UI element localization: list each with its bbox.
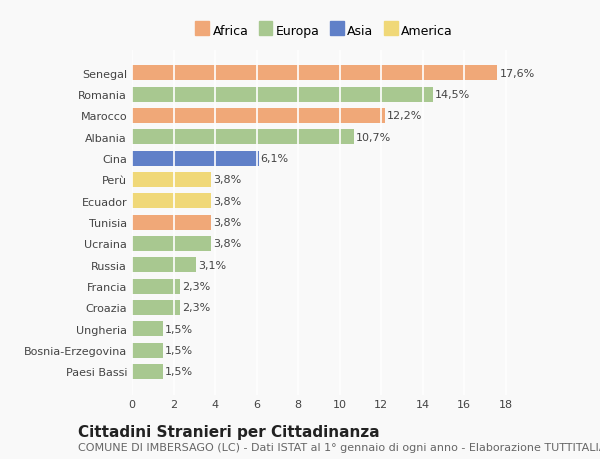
Bar xyxy=(132,322,163,336)
Bar xyxy=(132,364,163,379)
Text: 3,1%: 3,1% xyxy=(199,260,227,270)
Text: COMUNE DI IMBERSAGO (LC) - Dati ISTAT al 1° gennaio di ogni anno - Elaborazione : COMUNE DI IMBERSAGO (LC) - Dati ISTAT al… xyxy=(78,442,600,452)
Text: 1,5%: 1,5% xyxy=(165,324,193,334)
Text: 1,5%: 1,5% xyxy=(165,345,193,355)
Bar xyxy=(132,173,211,187)
Bar xyxy=(132,258,196,273)
Text: 14,5%: 14,5% xyxy=(435,90,470,100)
Text: 17,6%: 17,6% xyxy=(499,68,535,78)
Text: 3,8%: 3,8% xyxy=(213,239,241,249)
Text: 2,3%: 2,3% xyxy=(182,281,210,291)
Text: 1,5%: 1,5% xyxy=(165,367,193,377)
Bar xyxy=(132,151,259,166)
Bar xyxy=(132,279,180,294)
Bar xyxy=(132,215,211,230)
Bar xyxy=(132,66,497,81)
Bar xyxy=(132,236,211,252)
Bar xyxy=(132,109,385,123)
Bar xyxy=(132,130,354,145)
Text: 10,7%: 10,7% xyxy=(356,133,391,142)
Bar xyxy=(132,343,163,358)
Bar xyxy=(132,87,433,102)
Text: 12,2%: 12,2% xyxy=(388,111,422,121)
Text: Cittadini Stranieri per Cittadinanza: Cittadini Stranieri per Cittadinanza xyxy=(78,425,380,440)
Bar xyxy=(132,300,180,315)
Legend: Africa, Europa, Asia, America: Africa, Europa, Asia, America xyxy=(193,22,455,40)
Text: 3,8%: 3,8% xyxy=(213,218,241,228)
Bar xyxy=(132,194,211,209)
Text: 3,8%: 3,8% xyxy=(213,175,241,185)
Text: 2,3%: 2,3% xyxy=(182,303,210,313)
Text: 3,8%: 3,8% xyxy=(213,196,241,206)
Text: 6,1%: 6,1% xyxy=(260,154,289,164)
